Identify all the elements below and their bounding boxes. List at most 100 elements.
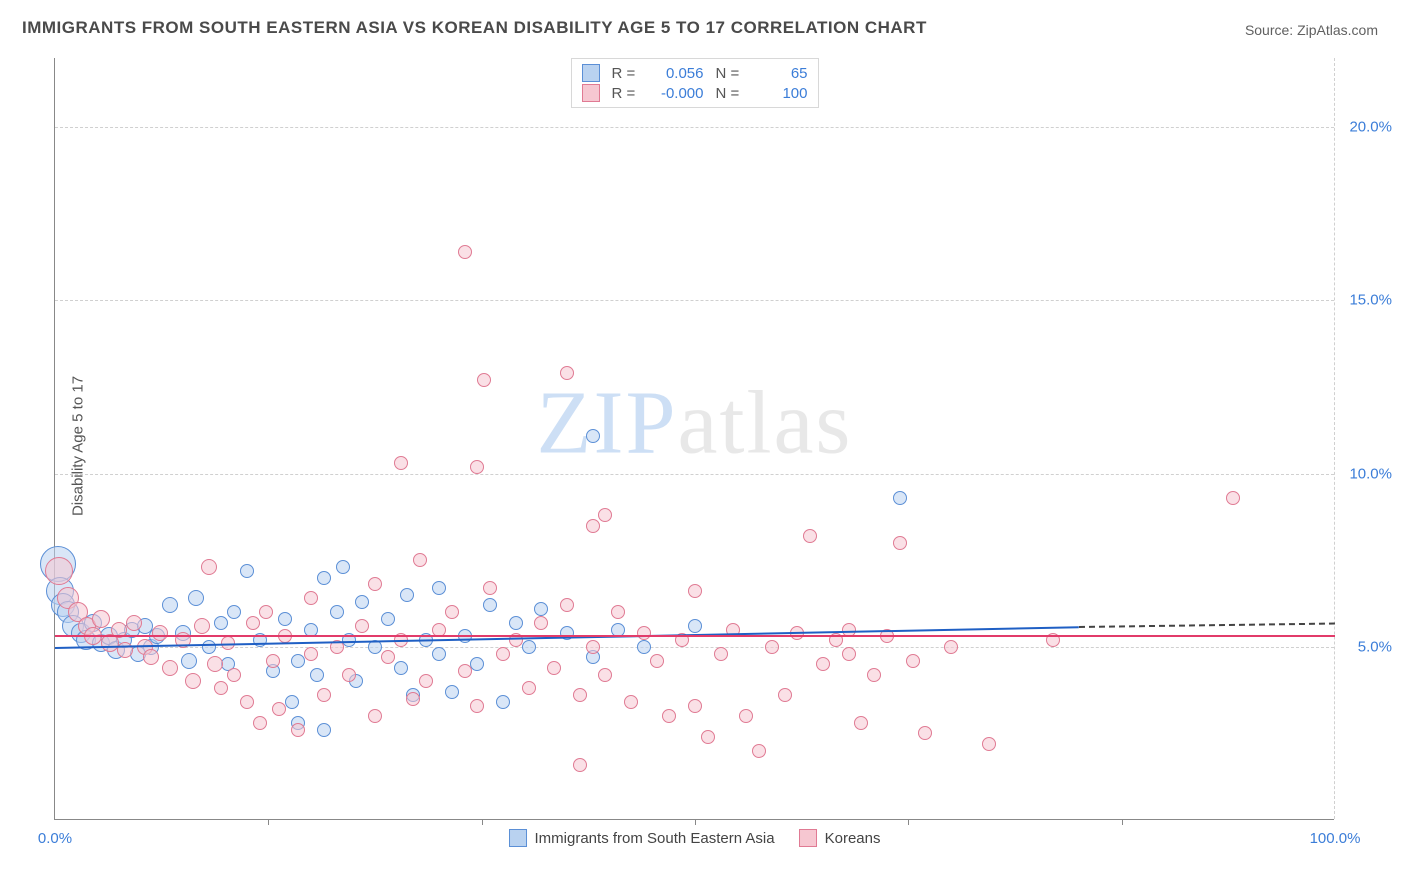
stats-legend: R = 0.056 N = 65 R = -0.000 N = 100 xyxy=(571,58,819,108)
data-point-korean xyxy=(143,649,159,665)
data-point-korean xyxy=(272,702,286,716)
data-point-sea xyxy=(534,602,548,616)
data-point-korean xyxy=(701,730,715,744)
data-point-korean xyxy=(624,695,638,709)
source-attribution: Source: ZipAtlas.com xyxy=(1245,22,1378,38)
data-point-korean xyxy=(201,559,217,575)
data-point-korean xyxy=(381,650,395,664)
data-point-sea xyxy=(285,695,299,709)
data-point-korean xyxy=(162,660,178,676)
swatch-sea xyxy=(509,829,527,847)
ytick-label: 5.0% xyxy=(1358,638,1392,655)
data-point-korean xyxy=(560,598,574,612)
data-point-sea xyxy=(893,491,907,505)
data-point-sea xyxy=(400,588,414,602)
swatch-korean xyxy=(582,84,600,102)
data-point-sea xyxy=(162,597,178,613)
data-point-sea xyxy=(522,640,536,654)
data-point-korean xyxy=(611,605,625,619)
data-point-sea xyxy=(586,429,600,443)
gridline-v-right xyxy=(1334,58,1335,819)
data-point-korean xyxy=(477,373,491,387)
data-point-korean xyxy=(906,654,920,668)
watermark-part1: ZIP xyxy=(537,374,678,473)
data-point-korean xyxy=(304,647,318,661)
gridline-h xyxy=(55,300,1334,301)
data-point-korean xyxy=(816,657,830,671)
data-point-sea xyxy=(188,590,204,606)
data-point-sea xyxy=(214,616,228,630)
data-point-sea xyxy=(432,581,446,595)
data-point-korean xyxy=(714,647,728,661)
gridline-h xyxy=(55,127,1334,128)
data-point-korean xyxy=(598,668,612,682)
data-point-korean xyxy=(207,656,223,672)
data-point-sea xyxy=(240,564,254,578)
data-point-sea xyxy=(291,654,305,668)
data-point-sea xyxy=(394,661,408,675)
data-point-korean xyxy=(1226,491,1240,505)
data-point-sea xyxy=(355,595,369,609)
legend-label-korean: Koreans xyxy=(825,830,881,847)
data-point-sea xyxy=(470,657,484,671)
swatch-korean xyxy=(799,829,817,847)
data-point-sea xyxy=(227,605,241,619)
n-label: N = xyxy=(716,85,744,102)
xtick-mark xyxy=(268,819,269,825)
chart-title: IMMIGRANTS FROM SOUTH EASTERN ASIA VS KO… xyxy=(22,18,927,38)
data-point-korean xyxy=(246,616,260,630)
stats-row-sea: R = 0.056 N = 65 xyxy=(582,63,808,83)
data-point-korean xyxy=(586,640,600,654)
data-point-korean xyxy=(317,688,331,702)
n-label: N = xyxy=(716,65,744,82)
data-point-korean xyxy=(739,709,753,723)
data-point-korean xyxy=(650,654,664,668)
data-point-korean xyxy=(291,723,305,737)
gridline-h xyxy=(55,647,1334,648)
data-point-korean xyxy=(944,640,958,654)
legend-label-sea: Immigrants from South Eastern Asia xyxy=(535,830,775,847)
legend-item-sea: Immigrants from South Eastern Asia xyxy=(509,829,775,847)
data-point-korean xyxy=(586,519,600,533)
data-point-korean xyxy=(253,716,267,730)
data-point-sea xyxy=(310,668,324,682)
data-point-korean xyxy=(573,758,587,772)
data-point-sea xyxy=(181,653,197,669)
xtick-mark xyxy=(482,819,483,825)
data-point-korean xyxy=(598,508,612,522)
data-point-sea xyxy=(202,640,216,654)
data-point-sea xyxy=(483,598,497,612)
data-point-korean xyxy=(445,605,459,619)
data-point-korean xyxy=(406,692,420,706)
n-value-korean: 100 xyxy=(756,85,808,102)
data-point-korean xyxy=(483,581,497,595)
data-point-korean xyxy=(547,661,561,675)
n-value-sea: 65 xyxy=(756,65,808,82)
data-point-korean xyxy=(803,529,817,543)
data-point-korean xyxy=(368,577,382,591)
data-point-korean xyxy=(394,456,408,470)
data-point-sea xyxy=(445,685,459,699)
data-point-korean xyxy=(304,591,318,605)
data-point-sea xyxy=(509,616,523,630)
data-point-korean xyxy=(752,744,766,758)
data-point-sea xyxy=(637,640,651,654)
data-point-korean xyxy=(413,553,427,567)
data-point-korean xyxy=(842,647,856,661)
data-point-sea xyxy=(317,571,331,585)
data-point-korean xyxy=(688,584,702,598)
data-point-sea xyxy=(278,612,292,626)
gridline-h xyxy=(55,474,1334,475)
data-point-korean xyxy=(259,605,273,619)
data-point-korean xyxy=(214,681,228,695)
data-point-korean xyxy=(126,615,142,631)
data-point-sea xyxy=(432,647,446,661)
data-point-korean xyxy=(470,460,484,474)
data-point-korean xyxy=(522,681,536,695)
data-point-sea xyxy=(330,605,344,619)
stats-row-korean: R = -0.000 N = 100 xyxy=(582,83,808,103)
xtick-label: 0.0% xyxy=(38,830,72,847)
watermark-part2: atlas xyxy=(678,374,853,473)
xtick-label: 100.0% xyxy=(1310,830,1361,847)
data-point-sea xyxy=(381,612,395,626)
